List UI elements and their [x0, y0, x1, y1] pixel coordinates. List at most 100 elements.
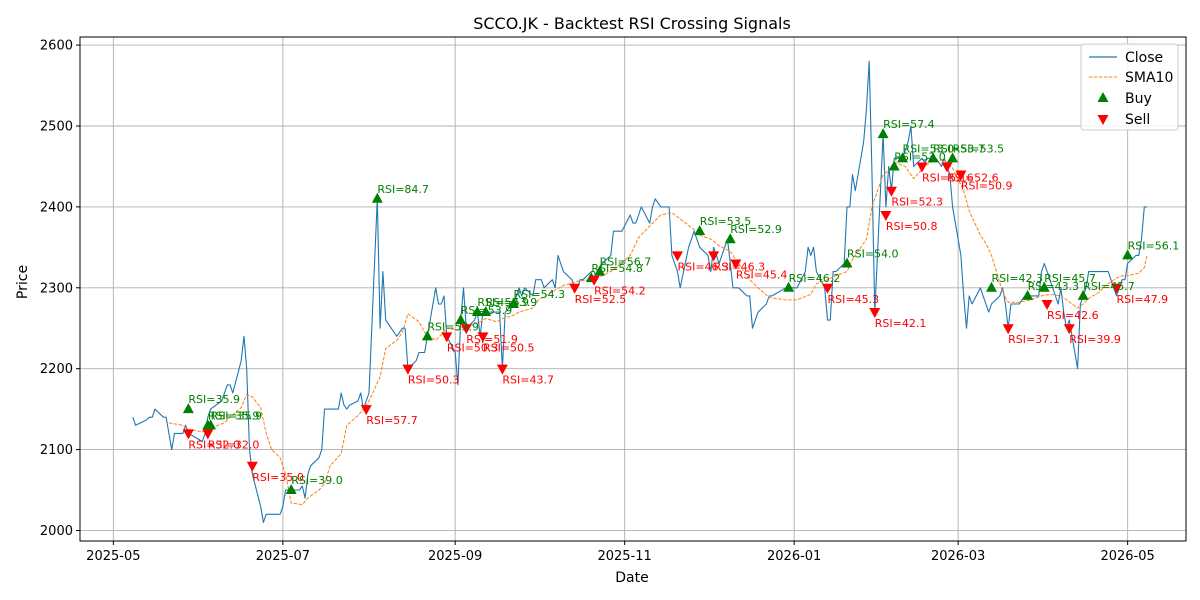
- y-tick-label: 2400: [40, 200, 73, 215]
- series-line-sma10: [168, 159, 1148, 506]
- buy-rsi-label: RSI=53.0: [894, 150, 946, 163]
- buy-rsi-label: RSI=54.8: [591, 262, 643, 275]
- y-axis: 2000 2100 2200 2300 2400 2500 2600: [40, 39, 80, 539]
- chart-title: SCCO.JK - Backtest RSI Crossing Signals: [473, 14, 791, 33]
- sell-marker: [941, 162, 953, 173]
- sell-marker: [880, 210, 892, 221]
- buy-rsi-label: RSI=53.5: [953, 142, 1005, 155]
- y-tick-label: 2600: [40, 39, 73, 54]
- buy-rsi-label: RSI=54.3: [514, 288, 566, 301]
- buy-rsi-label: RSI=84.7: [377, 183, 429, 196]
- sell-marker: [869, 308, 881, 319]
- sell-marker: [708, 251, 720, 262]
- buy-rsi-label: RSI=57.4: [883, 118, 935, 131]
- sell-marker: [496, 364, 508, 375]
- sell-marker: [182, 429, 194, 440]
- sell-rsi-label: RSI=51.9: [466, 333, 518, 346]
- sell-marker: [477, 332, 489, 343]
- buy-rsi-label: RSI=53.5: [700, 215, 752, 228]
- sell-rsi-label: RSI=46.3: [677, 260, 729, 273]
- y-tick-label: 2000: [40, 524, 73, 539]
- sell-marker: [402, 364, 414, 375]
- legend-close-label: Close: [1125, 50, 1163, 66]
- sell-marker: [671, 251, 683, 262]
- buy-marker: [594, 265, 606, 276]
- sell-rsi-label: RSI=32.0: [208, 438, 260, 451]
- sell-rsi-label: RSI=50.3: [408, 374, 460, 387]
- sell-marker: [588, 275, 600, 286]
- sell-rsi-label: RSI=35.0: [252, 471, 304, 484]
- sell-marker: [916, 162, 928, 173]
- sell-rsi-label: RSI=32.0: [188, 438, 240, 451]
- sell-rsi-label: RSI=39.9: [1069, 333, 1121, 346]
- buy-marker: [508, 297, 520, 308]
- sell-rsi-label: RSI=50.3: [447, 341, 499, 354]
- buy-marker: [947, 152, 959, 163]
- y-tick-label: 2500: [40, 119, 73, 134]
- buy-marker: [724, 233, 736, 244]
- buy-rsi-label: RSI=52.9: [730, 223, 782, 236]
- buy-rsi-label: RSI=56.1: [1128, 239, 1180, 252]
- sell-marker: [1063, 324, 1075, 335]
- buy-marker: [841, 257, 853, 268]
- legend-box: [1080, 43, 1179, 131]
- buy-marker: [1038, 281, 1050, 292]
- buy-rsi-label: RSI=42.3: [991, 272, 1043, 285]
- buy-marker: [1077, 289, 1089, 300]
- sell-rsi-label: RSI=50.9: [961, 180, 1013, 193]
- sell-rsi-label: RSI=45.4: [736, 269, 788, 282]
- x-tick-label: 2026-05: [1100, 549, 1154, 564]
- buy-rsi-label: RSI=43.3: [1028, 280, 1080, 293]
- x-axis: 2025-05 2025-07 2025-09 2025-11 2026-01 2026-…: [86, 541, 1155, 564]
- legend-sell-label: Sell: [1125, 112, 1150, 128]
- buy-marker: [421, 330, 433, 341]
- signal-markers: [182, 128, 1134, 495]
- sell-marker: [822, 283, 834, 294]
- sell-rsi-label: RSI=54.2: [594, 285, 646, 298]
- sell-marker: [1111, 283, 1123, 294]
- legend-sma10-label: SMA10: [1125, 70, 1173, 86]
- buy-rsi-label: RSI=53.9: [486, 296, 538, 309]
- buy-rsi-label: RSI=45.7: [1083, 280, 1135, 293]
- sell-rsi-label: RSI=45.3: [828, 293, 880, 306]
- buy-rsi-label: RSI=45.7: [1044, 272, 1096, 285]
- sell-marker: [730, 259, 742, 270]
- buy-marker: [1022, 289, 1034, 300]
- buy-marker: [888, 160, 900, 171]
- buy-rsi-label: RSI=53.9: [461, 304, 513, 317]
- sell-rsi-label: RSI=42.6: [1047, 309, 1099, 322]
- x-tick-label: 2025-07: [256, 549, 310, 564]
- y-tick-label: 2100: [40, 443, 73, 458]
- sell-rsi-label: RSI=57.7: [366, 414, 418, 427]
- buy-marker: [877, 128, 889, 139]
- x-tick-label: 2025-11: [597, 549, 651, 564]
- sell-marker: [1041, 299, 1053, 310]
- sell-rsi-label: RSI=52.5: [575, 293, 627, 306]
- buy-marker: [471, 306, 483, 317]
- sell-rsi-label: RSI=50.5: [483, 341, 535, 354]
- sell-rsi-label: RSI=52.6: [922, 171, 974, 184]
- sell-rsi-label: RSI=50.8: [886, 220, 938, 233]
- rsi-annotations: RSI=35.9RSI=35.9RSI=35.9RSI=39.0RSI=84.7…: [188, 118, 1179, 487]
- buy-rsi-label: RSI=53.7: [933, 142, 985, 155]
- sell-marker: [360, 405, 372, 416]
- sell-marker: [202, 429, 214, 440]
- sell-marker: [246, 461, 258, 472]
- x-tick-label: 2025-05: [86, 549, 140, 564]
- legend-buy-swatch: [1097, 92, 1109, 102]
- buy-marker: [371, 192, 383, 203]
- buy-rsi-label: RSI=46.2: [789, 272, 841, 285]
- legend-sell-swatch: [1097, 115, 1109, 125]
- x-tick-label: 2026-01: [767, 549, 821, 564]
- y-tick-label: 2200: [40, 362, 73, 377]
- buy-marker: [897, 152, 909, 163]
- buy-marker: [985, 281, 997, 292]
- sell-rsi-label: RSI=46.3: [714, 260, 766, 273]
- x-tick-label: 2025-09: [428, 549, 482, 564]
- buy-rsi-label: RSI=53.9: [427, 320, 479, 333]
- plot-frame: [79, 36, 1187, 542]
- sell-marker: [569, 283, 581, 294]
- buy-marker: [455, 314, 467, 325]
- sell-rsi-label: RSI=37.1: [1008, 333, 1060, 346]
